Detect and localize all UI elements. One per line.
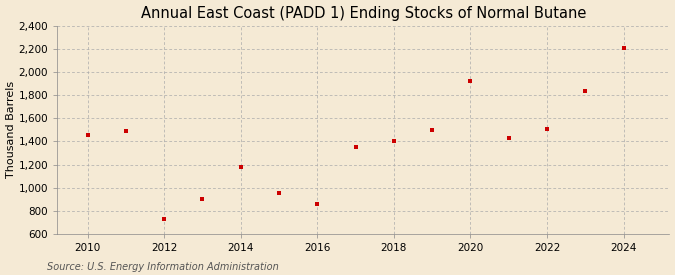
Point [580,88,591,93]
Y-axis label: Thousand Barrels: Thousand Barrels [5,81,16,178]
Point [465,79,476,84]
Point [273,191,284,196]
Point [197,197,208,202]
Point [504,136,514,140]
Point [82,133,93,138]
Point [427,128,437,132]
Point [236,165,246,169]
Point [312,202,323,206]
Title: Annual East Coast (PADD 1) Ending Stocks of Normal Butane: Annual East Coast (PADD 1) Ending Stocks… [140,6,586,21]
Text: Source: U.S. Energy Information Administration: Source: U.S. Energy Information Administ… [47,262,279,272]
Point [541,126,552,131]
Point [159,217,169,221]
Point [350,145,361,149]
Point [388,139,399,143]
Point [618,46,629,50]
Point [121,129,132,133]
